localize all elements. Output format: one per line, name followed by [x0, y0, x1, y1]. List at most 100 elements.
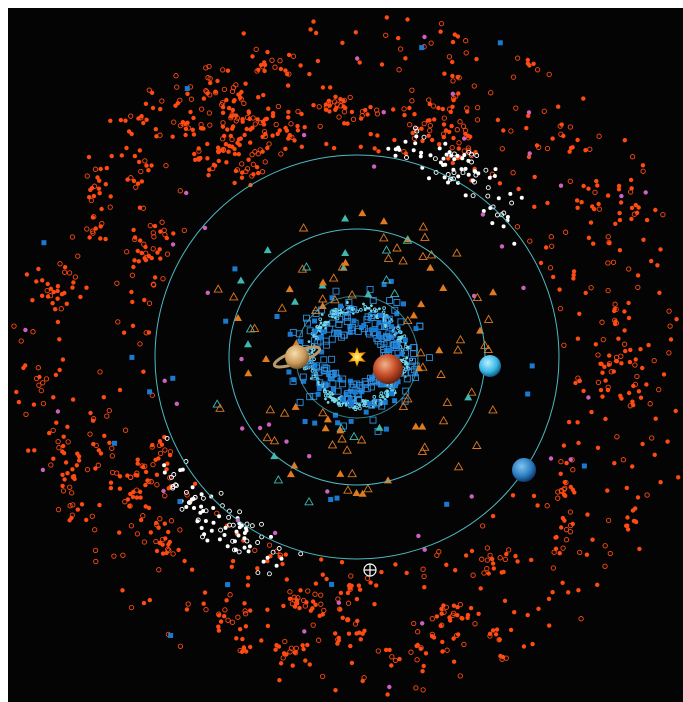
- kuiper-object: [215, 78, 220, 84]
- kuiper-object: [525, 57, 530, 63]
- kuiper-object: [624, 485, 629, 491]
- trojan-object: [452, 248, 462, 257]
- resonant-object: [236, 549, 242, 555]
- kuiper-object: [221, 86, 228, 93]
- kuiper-object: [101, 395, 107, 400]
- kuiper-object: [50, 301, 55, 306]
- kuiper-object: [97, 178, 102, 183]
- kuiper-object: [90, 230, 96, 236]
- kuiper-object: [488, 90, 494, 96]
- kuiper-object: [244, 166, 251, 172]
- kuiper-object: [135, 461, 140, 466]
- kuiper-object: [564, 460, 569, 466]
- scattered-object: [240, 426, 245, 431]
- kuiper-object: [619, 361, 624, 366]
- kuiper-object: [62, 265, 68, 270]
- kuiper-object: [513, 553, 518, 559]
- kuiper-object: [649, 435, 655, 441]
- kuiper-object: [256, 67, 261, 73]
- kuiper-object: [30, 298, 35, 303]
- resonant-object: [225, 544, 230, 549]
- kuiper-object: [51, 456, 56, 461]
- resonant-object: [173, 482, 178, 488]
- kuiper-object: [206, 110, 213, 116]
- kuiper-object: [88, 410, 93, 416]
- comet-object: [377, 334, 383, 340]
- kuiper-object: [48, 462, 54, 468]
- kuiper-object: [426, 133, 431, 138]
- kuiper-object: [397, 656, 402, 662]
- kuiper-object: [167, 449, 174, 455]
- kuiper-object: [70, 502, 76, 508]
- kuiper-object: [345, 617, 350, 622]
- kuiper-object: [551, 274, 556, 280]
- kuiper-object: [272, 64, 278, 70]
- kuiper-object: [246, 109, 251, 114]
- trojan-object: [381, 245, 392, 254]
- kuiper-object: [560, 545, 566, 551]
- kuiper-object: [177, 527, 183, 533]
- kuiper-object: [37, 374, 42, 380]
- trojan-object: [347, 289, 357, 299]
- comet-object: [352, 389, 358, 395]
- resonant-object: [462, 153, 467, 157]
- kuiper-object: [40, 380, 46, 386]
- kuiper-object: [98, 451, 104, 456]
- comet-object: [335, 320, 343, 328]
- comet-object: [302, 419, 308, 424]
- kuiper-object: [123, 118, 128, 123]
- resonant-object: [413, 141, 418, 146]
- kuiper-object: [248, 644, 253, 650]
- comet-object: [581, 463, 587, 469]
- kuiper-object: [521, 644, 527, 649]
- kuiper-object: [444, 562, 449, 567]
- kuiper-object: [602, 543, 608, 549]
- kuiper-object: [618, 393, 623, 398]
- kuiper-object: [157, 439, 163, 444]
- centaur-object: [320, 313, 324, 316]
- kuiper-object: [258, 119, 264, 126]
- resonant-object: [466, 149, 472, 155]
- kuiper-object: [40, 278, 45, 283]
- kuiper-object: [408, 649, 414, 655]
- kuiper-object: [493, 632, 499, 637]
- kuiper-object: [448, 109, 453, 115]
- resonant-object: [427, 176, 431, 181]
- kuiper-object: [134, 495, 140, 500]
- kuiper-object: [447, 615, 452, 621]
- kuiper-object: [118, 117, 124, 123]
- kuiper-object: [324, 576, 329, 582]
- kuiper-object: [560, 580, 565, 585]
- resonant-object: [505, 215, 510, 219]
- resonant-object: [274, 563, 279, 568]
- comet-object: [373, 400, 381, 408]
- centaur-object: [302, 366, 307, 371]
- kuiper-object: [501, 569, 506, 575]
- kuiper-object: [32, 448, 37, 453]
- scattered-object: [568, 457, 573, 462]
- pluto-marker: [363, 563, 377, 577]
- kuiper-object: [146, 87, 152, 93]
- kuiper-object: [600, 394, 605, 399]
- kuiper-object: [636, 389, 642, 394]
- kuiper-object: [92, 166, 99, 172]
- resonant-object: [386, 146, 391, 151]
- kuiper-object: [327, 109, 332, 114]
- comet-object: [359, 389, 365, 395]
- trojan-object: [356, 435, 367, 444]
- kuiper-object: [266, 106, 271, 111]
- kuiper-object: [69, 234, 76, 240]
- kuiper-object: [338, 97, 343, 102]
- kuiper-object: [375, 133, 380, 138]
- kuiper-object: [618, 353, 624, 359]
- trojan-object: [212, 399, 222, 408]
- comet-object: [274, 314, 280, 319]
- kuiper-object: [463, 38, 469, 44]
- kuiper-object: [152, 275, 158, 280]
- comet-object: [298, 339, 304, 345]
- sun: [348, 347, 366, 367]
- kuiper-object: [613, 221, 618, 226]
- kuiper-object: [616, 183, 622, 189]
- kuiper-object: [450, 59, 455, 65]
- resonant-object: [259, 521, 264, 527]
